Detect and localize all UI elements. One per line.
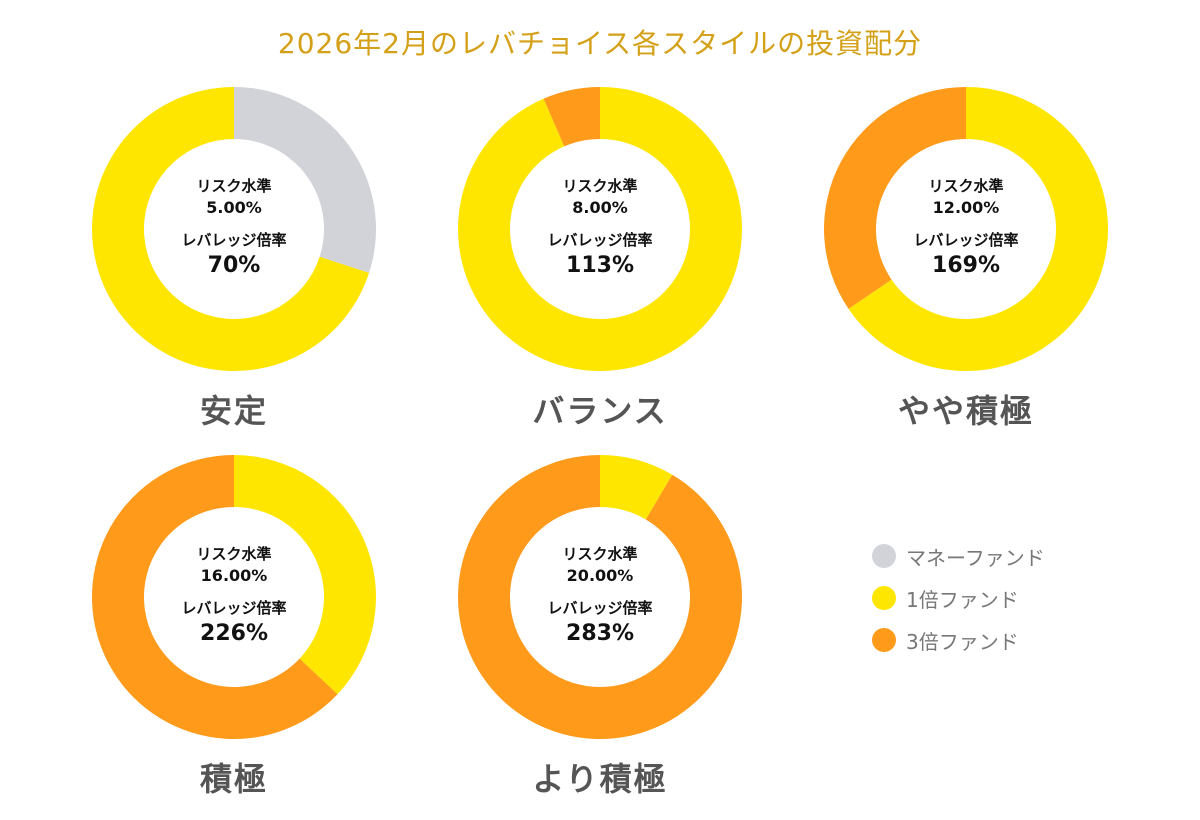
donut-chart-more-aggressive: リスク水準 20.00% レバレッジ倍率 283% より積極 bbox=[455, 452, 745, 800]
donut-svg bbox=[92, 87, 376, 371]
donut-center: リスク水準 12.00% レバレッジ倍率 169% bbox=[821, 84, 1111, 374]
legend-label: 1倍ファンド bbox=[906, 587, 1019, 612]
legend-label: マネーファンド bbox=[906, 545, 1045, 570]
legend-item-1x-fund: 1倍ファンド bbox=[872, 577, 1045, 619]
legend-label: 3倍ファンド bbox=[906, 629, 1019, 654]
segment-3x-fund bbox=[824, 87, 966, 309]
risk-label: リスク水準 bbox=[196, 177, 272, 195]
segment-1x-fund bbox=[458, 87, 742, 371]
risk-value: 16.00% bbox=[200, 566, 268, 585]
style-name: バランス bbox=[532, 392, 668, 430]
style-name: やや積極 bbox=[897, 392, 1034, 430]
donut-svg bbox=[91, 455, 376, 739]
segment-1x-fund bbox=[92, 87, 370, 371]
donut-center: リスク水準 5.00% レバレッジ倍率 70% bbox=[89, 84, 379, 374]
risk-label: リスク水準 bbox=[562, 545, 638, 563]
donut-center: リスク水準 16.00% レバレッジ倍率 226% bbox=[89, 452, 379, 742]
legend-swatch-money-fund bbox=[872, 544, 896, 568]
style-name: より積極 bbox=[532, 760, 668, 798]
segment-1x-fund bbox=[848, 87, 1108, 371]
legend-item-3x-fund: 3倍ファンド bbox=[872, 619, 1045, 661]
leverage-label: レバレッジ倍率 bbox=[547, 599, 653, 617]
donut-chart-aggressive: リスク水準 16.00% レバレッジ倍率 226% 積極 bbox=[89, 452, 379, 800]
risk-label: リスク水準 bbox=[196, 545, 272, 563]
leverage-value: 169% bbox=[932, 253, 1000, 278]
segment-1x-fund bbox=[600, 455, 673, 520]
segment-1x-fund bbox=[234, 455, 376, 695]
leverage-value: 226% bbox=[200, 621, 268, 646]
leverage-value: 283% bbox=[566, 621, 634, 646]
donut-center: リスク水準 8.00% レバレッジ倍率 113% bbox=[455, 84, 745, 374]
segment-3x-fund bbox=[91, 455, 338, 739]
risk-value: 5.00% bbox=[206, 198, 262, 217]
leverage-label: レバレッジ倍率 bbox=[181, 231, 287, 249]
leverage-label: レバレッジ倍率 bbox=[181, 599, 287, 617]
legend: マネーファンド 1倍ファンド 3倍ファンド bbox=[872, 535, 1045, 661]
leverage-value: 113% bbox=[566, 253, 634, 278]
risk-value: 20.00% bbox=[566, 566, 634, 585]
donut-chart-somewhat-aggressive: リスク水準 12.00% レバレッジ倍率 169% やや積極 bbox=[821, 84, 1111, 432]
donut-chart-balance: リスク水準 8.00% レバレッジ倍率 113% バランス bbox=[455, 84, 745, 432]
legend-swatch-1x-fund bbox=[872, 586, 896, 610]
legend-swatch-3x-fund bbox=[872, 628, 896, 652]
leverage-value: 70% bbox=[207, 253, 261, 278]
donut-svg bbox=[824, 87, 1108, 371]
risk-label: リスク水準 bbox=[928, 177, 1004, 195]
leverage-label: レバレッジ倍率 bbox=[913, 231, 1019, 249]
donut-svg bbox=[457, 455, 742, 739]
leverage-label: レバレッジ倍率 bbox=[547, 231, 653, 249]
legend-item-money-fund: マネーファンド bbox=[872, 535, 1045, 577]
risk-value: 8.00% bbox=[572, 198, 628, 217]
risk-label: リスク水準 bbox=[562, 177, 638, 195]
risk-value: 12.00% bbox=[932, 198, 1000, 217]
donut-center: リスク水準 20.00% レバレッジ倍率 283% bbox=[455, 452, 745, 742]
segment-3x-fund bbox=[457, 455, 742, 739]
donut-svg bbox=[458, 87, 742, 371]
style-name: 安定 bbox=[199, 392, 268, 430]
segment-money-fund bbox=[234, 87, 376, 273]
donut-chart-stable: リスク水準 5.00% レバレッジ倍率 70% 安定 bbox=[89, 84, 379, 432]
page-title: 2026年2月のレバチョイス各スタイルの投資配分 bbox=[277, 27, 923, 60]
style-name: 積極 bbox=[199, 760, 268, 798]
segment-3x-fund bbox=[543, 87, 600, 147]
